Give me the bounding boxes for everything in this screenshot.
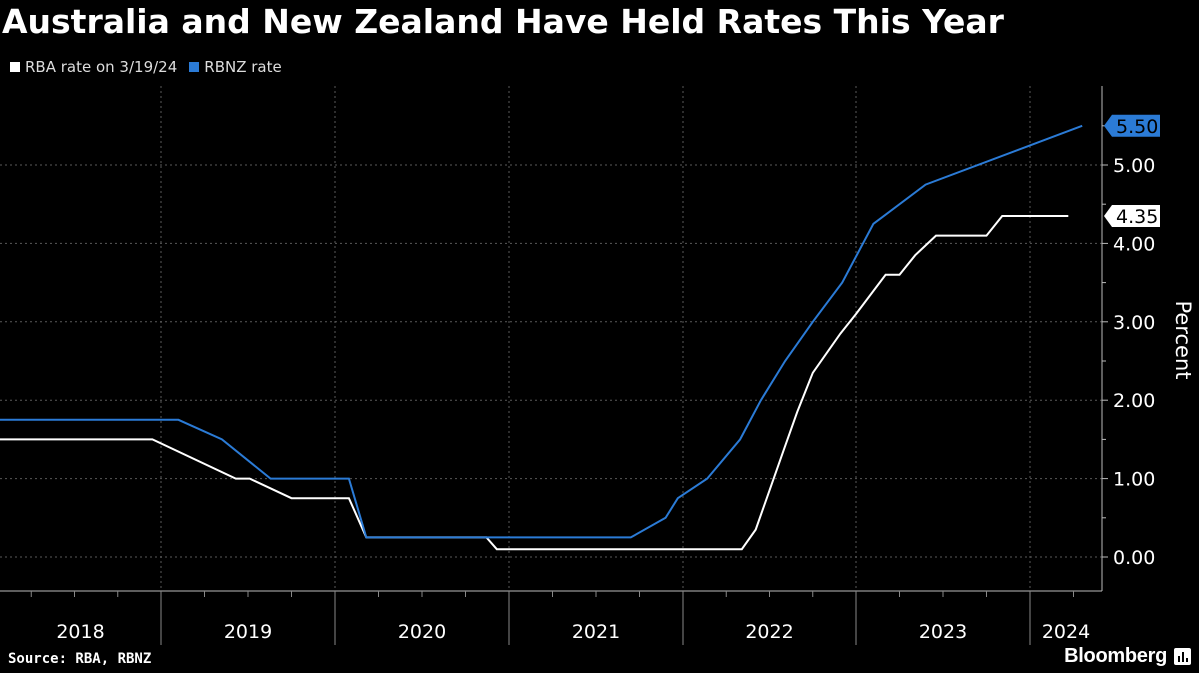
legend-item-rba: RBA rate on 3/19/24 bbox=[10, 58, 177, 76]
y-tick-label-5.00: 5.00 bbox=[1113, 155, 1155, 177]
legend: RBA rate on 3/19/24 RBNZ rate bbox=[10, 58, 282, 76]
bloomberg-logo: Bloomberg bbox=[1064, 645, 1167, 667]
legend-item-rbnz: RBNZ rate bbox=[189, 58, 282, 76]
x-tick-label-2023: 2023 bbox=[919, 621, 967, 643]
y-tick-label-4.00: 4.00 bbox=[1113, 233, 1155, 255]
end-label-flag-rba bbox=[1104, 204, 1160, 227]
x-tick-label-2018: 2018 bbox=[56, 621, 104, 643]
y-tick-label-3.00: 3.00 bbox=[1113, 312, 1155, 334]
x-tick-label-2022: 2022 bbox=[745, 621, 793, 643]
legend-swatch-rba bbox=[10, 62, 20, 72]
y-tick-label-1.00: 1.00 bbox=[1113, 469, 1155, 491]
rbnz-rate-line bbox=[0, 124, 1083, 539]
bloomberg-chart-icon bbox=[1174, 648, 1191, 665]
legend-label-rba: RBA rate on 3/19/24 bbox=[25, 58, 178, 76]
x-tick-label-2024: 2024 bbox=[1042, 621, 1090, 643]
rba-rate-line bbox=[0, 215, 1069, 551]
end-label-rba: 4.35 bbox=[1116, 206, 1158, 228]
x-tick-label-2019: 2019 bbox=[224, 621, 272, 643]
y-axis-label: Percent bbox=[1171, 300, 1195, 379]
end-label-flag-rbnz bbox=[1104, 114, 1160, 137]
chart-title: Australia and New Zealand Have Held Rate… bbox=[2, 2, 1004, 41]
x-tick-label-2020: 2020 bbox=[398, 621, 446, 643]
end-label-rbnz: 5.50 bbox=[1116, 116, 1158, 138]
y-tick-label-2.00: 2.00 bbox=[1113, 390, 1155, 412]
x-tick-label-2021: 2021 bbox=[572, 621, 620, 643]
y-tick-label-0.00: 0.00 bbox=[1113, 547, 1155, 569]
source-note: Source: RBA, RBNZ bbox=[8, 651, 152, 667]
legend-label-rbnz: RBNZ rate bbox=[204, 58, 282, 76]
legend-swatch-rbnz bbox=[189, 62, 200, 72]
